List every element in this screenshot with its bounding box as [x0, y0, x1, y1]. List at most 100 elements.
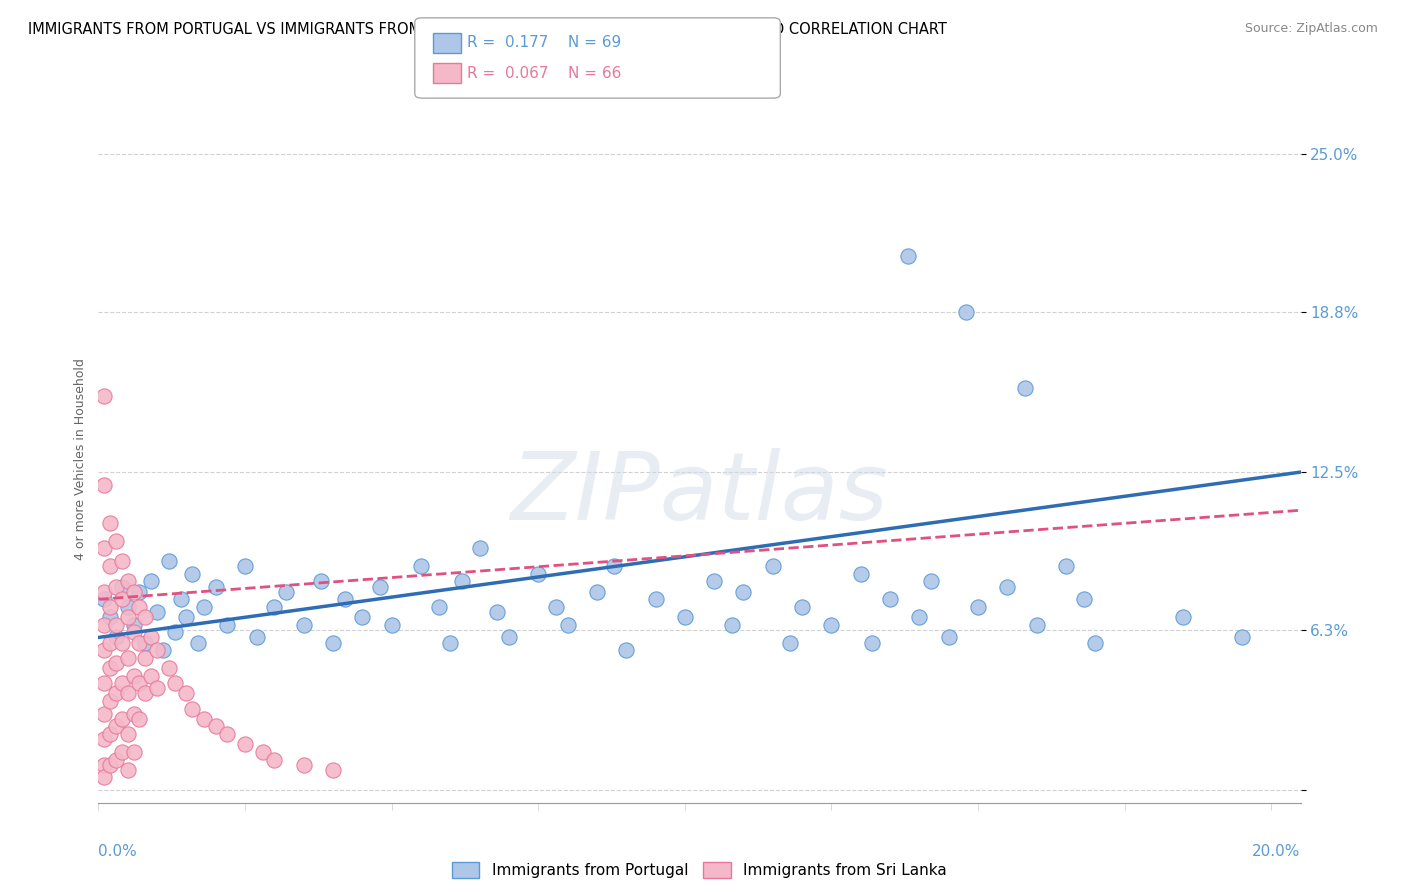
Text: 20.0%: 20.0%	[1253, 844, 1301, 859]
Point	[176, 686, 198, 700]
Point	[720, 617, 742, 632]
Point	[105, 617, 128, 632]
Point	[1014, 381, 1036, 395]
Point	[98, 757, 121, 772]
Point	[111, 745, 134, 759]
Point	[117, 650, 139, 665]
Point	[98, 635, 121, 649]
Point	[163, 676, 186, 690]
Point	[98, 559, 121, 574]
Point	[544, 599, 567, 614]
Point	[252, 745, 274, 759]
Point	[322, 763, 344, 777]
Point	[105, 686, 128, 700]
Point	[292, 757, 315, 772]
Point	[908, 610, 931, 624]
Point	[995, 580, 1018, 594]
Point	[93, 706, 115, 721]
Point	[93, 541, 115, 556]
Point	[673, 610, 696, 624]
Point	[98, 694, 121, 708]
Point	[93, 592, 115, 607]
Point	[967, 599, 990, 614]
Point	[204, 580, 226, 594]
Point	[955, 305, 977, 319]
Point	[98, 661, 121, 675]
Point	[128, 676, 150, 690]
Point	[117, 686, 139, 700]
Point	[938, 631, 960, 645]
Point	[93, 643, 115, 657]
Point	[93, 757, 115, 772]
Point	[1230, 631, 1253, 645]
Point	[128, 635, 150, 649]
Point	[93, 770, 115, 784]
Point	[644, 592, 666, 607]
Point	[111, 712, 134, 726]
Point	[263, 599, 285, 614]
Point	[122, 584, 145, 599]
Point	[527, 566, 550, 581]
Point	[122, 706, 145, 721]
Point	[409, 559, 432, 574]
Point	[1073, 592, 1095, 607]
Point	[98, 610, 121, 624]
Point	[117, 727, 139, 741]
Point	[111, 554, 134, 568]
Point	[486, 605, 509, 619]
Point	[122, 668, 145, 682]
Point	[128, 584, 150, 599]
Point	[439, 635, 461, 649]
Point	[246, 631, 269, 645]
Point	[117, 574, 139, 589]
Point	[146, 643, 169, 657]
Point	[920, 574, 942, 589]
Point	[733, 584, 755, 599]
Point	[217, 617, 239, 632]
Point	[204, 719, 226, 733]
Point	[141, 574, 163, 589]
Point	[614, 643, 637, 657]
Point	[105, 533, 128, 548]
Point	[352, 610, 374, 624]
Point	[381, 617, 404, 632]
Point	[157, 661, 180, 675]
Point	[134, 686, 156, 700]
Point	[862, 635, 884, 649]
Point	[117, 763, 139, 777]
Point	[181, 701, 204, 715]
Point	[427, 599, 450, 614]
Point	[141, 631, 163, 645]
Point	[879, 592, 901, 607]
Point	[93, 617, 115, 632]
Point	[703, 574, 725, 589]
Point	[1054, 559, 1077, 574]
Point	[128, 712, 150, 726]
Point	[98, 516, 121, 530]
Point	[134, 635, 156, 649]
Point	[111, 592, 134, 607]
Point	[309, 574, 332, 589]
Point	[368, 580, 391, 594]
Point	[117, 610, 139, 624]
Point	[193, 712, 215, 726]
Point	[849, 566, 872, 581]
Point	[93, 478, 115, 492]
Point	[1084, 635, 1107, 649]
Point	[105, 580, 128, 594]
Point	[111, 635, 134, 649]
Point	[1025, 617, 1047, 632]
Point	[105, 753, 128, 767]
Point	[122, 745, 145, 759]
Point	[274, 584, 297, 599]
Point	[122, 625, 145, 640]
Point	[176, 610, 198, 624]
Point	[141, 668, 163, 682]
Point	[111, 580, 134, 594]
Text: R =  0.067    N = 66: R = 0.067 N = 66	[467, 66, 621, 80]
Text: 0.0%: 0.0%	[98, 844, 138, 859]
Point	[93, 676, 115, 690]
Point	[820, 617, 842, 632]
Point	[169, 592, 191, 607]
Point	[1173, 610, 1195, 624]
